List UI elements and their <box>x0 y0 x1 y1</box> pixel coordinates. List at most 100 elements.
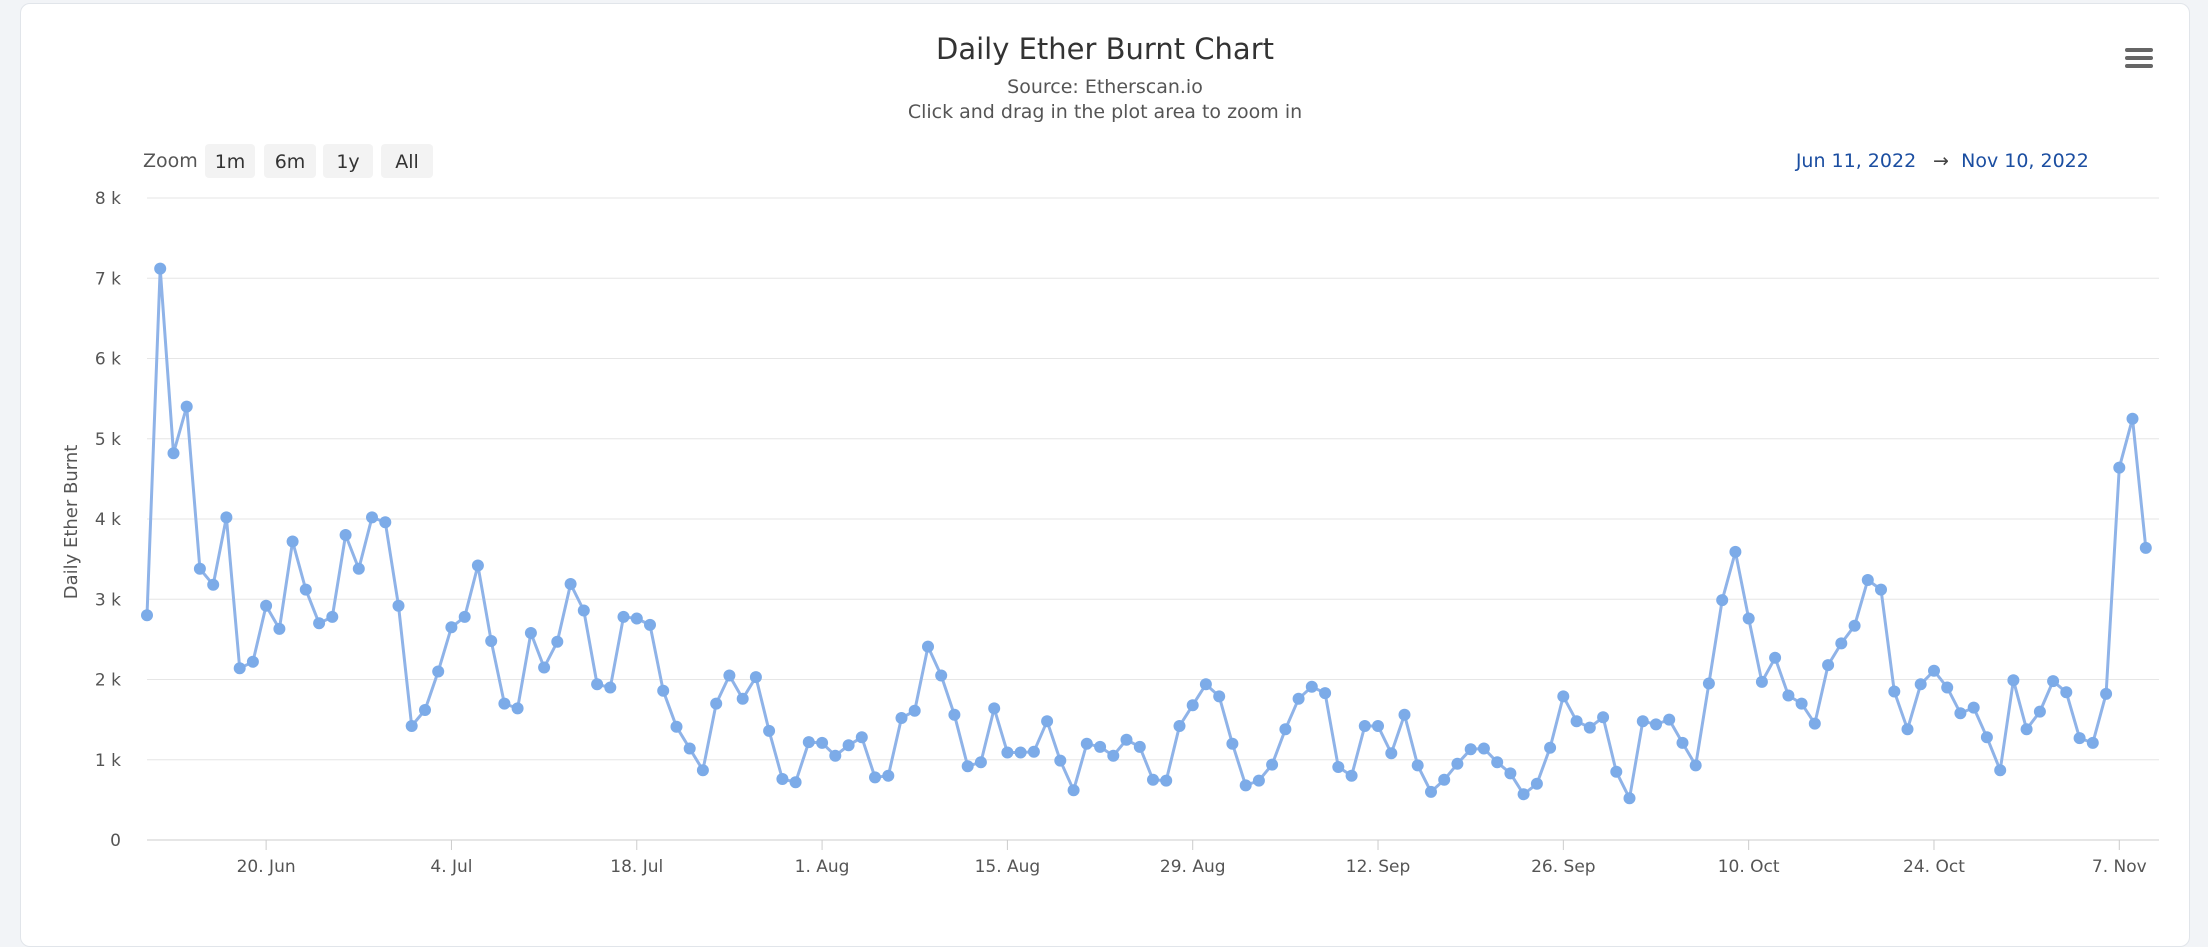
data-point[interactable] <box>1716 594 1729 607</box>
data-point[interactable] <box>1914 678 1927 691</box>
data-point[interactable] <box>644 618 656 631</box>
data-point[interactable] <box>974 756 987 769</box>
data-point[interactable] <box>1014 746 1027 759</box>
data-point[interactable] <box>1252 774 1265 787</box>
data-point[interactable] <box>1557 690 1570 703</box>
data-point[interactable] <box>299 583 312 596</box>
data-point[interactable] <box>1186 699 1199 712</box>
data-point[interactable] <box>1041 715 1054 728</box>
data-point[interactable] <box>1742 612 1755 625</box>
data-point[interactable] <box>1928 664 1940 677</box>
data-point[interactable] <box>1530 777 1543 790</box>
menu-icon[interactable] <box>2125 48 2153 68</box>
data-point[interactable] <box>1954 707 1967 720</box>
data-point[interactable] <box>2020 723 2033 736</box>
data-point[interactable] <box>1980 731 1993 744</box>
data-point[interactable] <box>1795 697 1808 710</box>
data-point[interactable] <box>1610 765 1623 778</box>
data-point[interactable] <box>1689 759 1702 772</box>
data-point[interactable] <box>392 599 405 612</box>
data-point[interactable] <box>630 612 643 625</box>
data-point[interactable] <box>1822 659 1835 672</box>
data-point[interactable] <box>591 678 604 691</box>
data-point[interactable] <box>1266 758 1279 771</box>
data-point[interactable] <box>1464 743 1477 756</box>
data-point[interactable] <box>1094 740 1107 753</box>
data-point[interactable] <box>511 702 524 715</box>
data-point[interactable] <box>2113 461 2126 474</box>
data-point[interactable] <box>816 736 829 749</box>
range-to-input[interactable]: Nov 10, 2022 <box>1961 150 2089 172</box>
data-point[interactable] <box>1941 681 1954 694</box>
data-point[interactable] <box>1199 678 1212 691</box>
data-point[interactable] <box>1107 749 1120 762</box>
data-point[interactable] <box>2007 674 2020 687</box>
data-point[interactable] <box>419 704 431 716</box>
data-point[interactable] <box>935 669 948 682</box>
data-point[interactable] <box>180 400 193 413</box>
data-point[interactable] <box>1702 677 1715 690</box>
data-point[interactable] <box>802 736 815 749</box>
data-point[interactable] <box>948 708 961 721</box>
data-point[interactable] <box>1583 721 1596 734</box>
data-point[interactable] <box>604 681 617 694</box>
zoom-button-6m[interactable]: 6m <box>264 144 316 178</box>
data-point[interactable] <box>1345 769 1358 782</box>
data-point[interactable] <box>1411 759 1424 772</box>
data-point[interactable] <box>352 562 365 575</box>
data-point[interactable] <box>922 640 934 653</box>
data-point[interactable] <box>326 610 339 623</box>
data-point[interactable] <box>829 749 842 762</box>
data-point[interactable] <box>1769 651 1782 664</box>
data-point[interactable] <box>1755 675 1768 688</box>
data-point[interactable] <box>1650 718 1662 731</box>
data-point[interactable] <box>1570 715 1583 728</box>
data-point[interactable] <box>1861 574 1874 586</box>
data-point[interactable] <box>1319 687 1332 700</box>
data-point[interactable] <box>405 720 418 732</box>
data-point[interactable] <box>1875 583 1887 596</box>
data-point[interactable] <box>286 535 299 548</box>
data-point[interactable] <box>1279 723 1292 736</box>
data-point[interactable] <box>1517 788 1530 801</box>
data-point[interactable] <box>869 771 881 784</box>
data-point[interactable] <box>2126 412 2139 425</box>
data-point[interactable] <box>1491 756 1504 769</box>
data-point[interactable] <box>1332 761 1345 773</box>
data-point[interactable] <box>1676 736 1689 749</box>
zoom-button-all[interactable]: All <box>381 144 433 178</box>
data-point[interactable] <box>1729 545 1742 558</box>
data-point[interactable] <box>1213 690 1226 703</box>
data-point[interactable] <box>683 742 696 755</box>
data-point[interactable] <box>1782 689 1795 702</box>
data-point[interactable] <box>749 671 762 684</box>
data-point[interactable] <box>1477 742 1490 755</box>
data-point[interactable] <box>1054 754 1067 767</box>
data-point[interactable] <box>855 731 868 744</box>
data-point[interactable] <box>1358 720 1371 732</box>
data-point[interactable] <box>1663 713 1676 726</box>
data-point[interactable] <box>1425 785 1437 798</box>
data-point[interactable] <box>1147 773 1159 786</box>
data-point[interactable] <box>710 697 723 710</box>
data-point[interactable] <box>1504 767 1517 780</box>
data-point[interactable] <box>141 609 153 622</box>
data-point[interactable] <box>961 760 974 773</box>
data-point[interactable] <box>1001 746 1014 759</box>
data-point[interactable] <box>670 720 683 733</box>
data-point[interactable] <box>498 697 511 710</box>
data-point[interactable] <box>2086 736 2099 749</box>
data-point[interactable] <box>167 447 180 460</box>
data-point[interactable] <box>193 562 206 575</box>
data-point[interactable] <box>988 702 1001 715</box>
zoom-button-1m[interactable]: 1m <box>205 144 255 178</box>
data-point[interactable] <box>1848 619 1861 632</box>
data-point[interactable] <box>273 622 286 635</box>
data-point[interactable] <box>1372 720 1384 732</box>
data-point[interactable] <box>233 662 246 675</box>
data-point[interactable] <box>1835 637 1848 650</box>
data-point[interactable] <box>1080 737 1093 750</box>
data-point[interactable] <box>1239 779 1252 792</box>
data-point[interactable] <box>432 665 445 678</box>
data-point[interactable] <box>220 511 233 524</box>
